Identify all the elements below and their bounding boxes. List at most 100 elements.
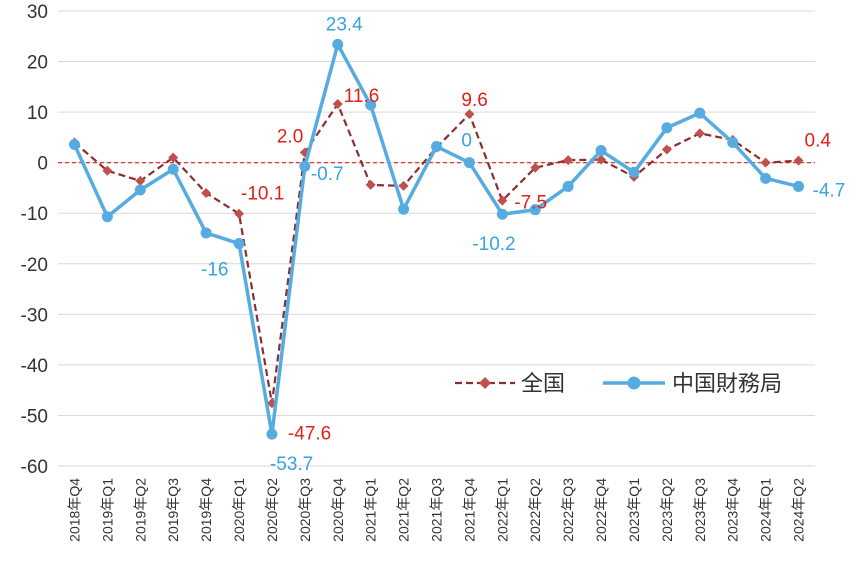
legend-entry-china-finance-bureau: 中国財務局	[603, 372, 782, 397]
data-label-china-finance-bureau: -0.7	[311, 164, 344, 185]
x-tick-label: 2022年Q1	[494, 478, 510, 542]
point-china-finance-bureau	[463, 157, 475, 169]
x-tick-label: 2023年Q2	[659, 478, 675, 542]
point-china-finance-bureau	[595, 145, 607, 157]
x-tick-label: 2020年Q2	[264, 478, 280, 542]
point-china-finance-bureau	[233, 238, 245, 250]
point-national	[464, 109, 475, 120]
x-tick-label: 2023年Q3	[692, 478, 708, 542]
y-tick-label: -30	[21, 305, 48, 326]
point-china-finance-bureau	[101, 211, 113, 223]
x-tick-label: 2022年Q2	[527, 478, 543, 542]
point-china-finance-bureau	[727, 136, 739, 148]
x-tick-label: 2018年Q4	[66, 478, 82, 542]
y-tick-label: -10	[21, 204, 48, 225]
point-national	[201, 188, 212, 198]
point-china-finance-bureau	[661, 122, 673, 134]
y-tick-label: -20	[21, 255, 48, 276]
x-tick-label: 2021年Q3	[429, 478, 445, 542]
data-label-national: 9.6	[461, 90, 487, 111]
x-tick-label: 2021年Q2	[396, 478, 412, 542]
point-china-finance-bureau	[628, 166, 640, 178]
x-tick-label: 2022年Q3	[560, 478, 576, 542]
x-axis: 2018年Q4 2019年Q1 2019年Q2 2019年Q3 2019年Q4 2020年…	[66, 478, 806, 542]
point-china-finance-bureau	[398, 203, 410, 215]
x-tick-label: 2024年Q1	[758, 478, 774, 542]
data-label-china-finance-bureau: -10.2	[472, 234, 515, 255]
x-tick-label: 2020年Q1	[231, 478, 247, 542]
x-tick-label: 2019年Q3	[165, 478, 181, 542]
point-china-finance-bureau	[200, 227, 212, 239]
legend-entry-national: 全国	[455, 372, 565, 397]
x-tick-label: 2019年Q4	[198, 478, 214, 542]
legend-marker-china-finance-bureau	[627, 376, 641, 390]
series-china-finance-bureau	[68, 38, 805, 440]
data-label-national: -7.5	[514, 193, 547, 214]
data-label-national: -10.1	[241, 184, 284, 205]
point-national	[234, 208, 245, 219]
x-tick-label: 2019年Q1	[99, 478, 115, 542]
point-china-finance-bureau	[167, 163, 179, 175]
point-national	[530, 162, 541, 173]
point-national	[563, 155, 574, 166]
y-tick-label: 0	[37, 154, 48, 175]
x-tick-label: 2022年Q4	[593, 478, 609, 542]
point-china-finance-bureau	[694, 107, 706, 119]
series	[68, 38, 805, 440]
data-label-national: 0.4	[805, 131, 832, 152]
point-china-finance-bureau	[365, 99, 377, 111]
point-china-finance-bureau	[134, 184, 146, 196]
point-china-finance-bureau	[266, 428, 278, 440]
point-national	[102, 165, 113, 176]
data-label-china-finance-bureau: 23.4	[326, 14, 363, 35]
x-tick-label: 2020年Q4	[330, 478, 346, 542]
y-tick-label: -50	[21, 406, 48, 427]
point-national	[760, 157, 771, 168]
point-china-finance-bureau	[760, 172, 772, 184]
x-tick-label: 2019年Q2	[132, 478, 148, 542]
point-china-finance-bureau	[793, 180, 805, 192]
y-tick-label: -40	[21, 356, 48, 377]
point-national	[661, 144, 672, 155]
x-tick-label: 2021年Q1	[363, 478, 379, 542]
point-national	[596, 154, 607, 165]
y-tick-label: 20	[27, 53, 48, 74]
point-national	[135, 175, 146, 186]
x-tick-label: 2023年Q1	[626, 478, 642, 542]
legend-label-china-finance-bureau: 中国財務局	[672, 372, 782, 397]
y-tick-label: 30	[27, 2, 48, 23]
point-national	[694, 128, 705, 139]
x-tick-label: 2023年Q4	[725, 478, 741, 542]
point-china-finance-bureau	[496, 208, 508, 220]
y-tick-label: 10	[27, 103, 48, 124]
x-tick-label: 2024年Q2	[791, 478, 807, 542]
data-label-china-finance-bureau: -53.7	[270, 454, 313, 475]
legend-marker-national	[479, 377, 491, 389]
point-national	[168, 152, 179, 163]
point-china-finance-bureau	[529, 204, 541, 216]
data-label-national: 2.0	[277, 127, 303, 148]
point-china-finance-bureau	[332, 38, 344, 50]
data-label-national: 11.6	[344, 86, 380, 107]
y-axis: 30 20 10 0 -10 -20 -30 -40 -50 -60	[21, 2, 48, 478]
point-national	[332, 99, 343, 110]
point-china-finance-bureau	[562, 180, 574, 192]
data-label-china-finance-bureau: 0	[461, 131, 472, 152]
gridlines	[58, 10, 815, 467]
point-national	[365, 179, 376, 190]
data-label-china-finance-bureau: -16	[201, 260, 228, 281]
data-labels: -10.1 -47.6 2.0 11.6 9.6 -7.5 0.4 -16 -53.7 -0.7 2…	[201, 14, 845, 475]
point-national	[398, 180, 409, 191]
legend: 全国 中国財務局	[455, 372, 782, 397]
legend-label-national: 全国	[521, 372, 565, 397]
point-china-finance-bureau	[431, 140, 442, 152]
point-national	[497, 195, 508, 206]
x-tick-label: 2021年Q4	[461, 478, 477, 542]
x-tick-label: 2020年Q3	[297, 478, 313, 542]
point-national	[793, 155, 804, 166]
point-china-finance-bureau	[68, 138, 80, 150]
y-tick-label: -60	[21, 457, 48, 478]
point-china-finance-bureau	[299, 160, 311, 172]
